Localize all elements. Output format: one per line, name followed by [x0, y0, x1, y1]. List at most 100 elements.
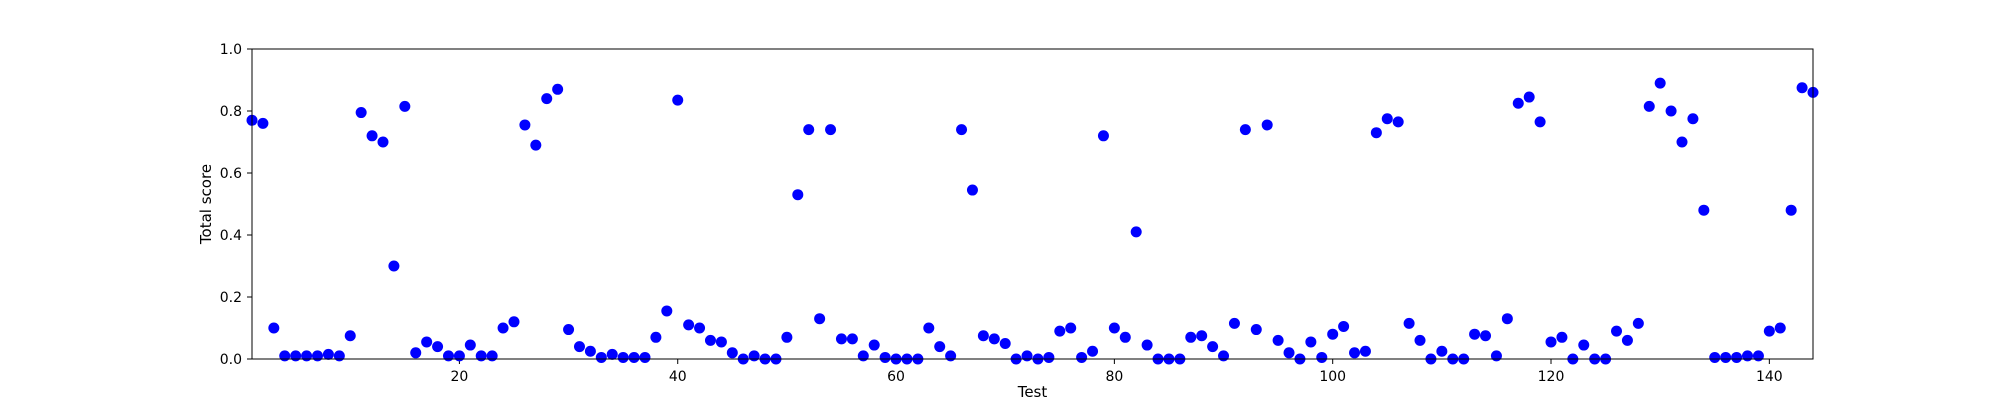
data-point [1512, 97, 1524, 109]
data-point [399, 100, 411, 112]
data-point [650, 331, 662, 343]
data-point [322, 348, 334, 360]
data-point [1731, 351, 1743, 363]
data-point [715, 336, 727, 348]
data-point [1021, 350, 1033, 362]
data-point [311, 350, 323, 362]
data-point [1349, 347, 1361, 359]
data-point [301, 350, 313, 362]
data-point [1392, 116, 1404, 128]
data-point [486, 350, 498, 362]
data-point [432, 341, 444, 353]
data-point [1272, 334, 1284, 346]
data-point [475, 350, 487, 362]
data-point [1261, 119, 1273, 131]
data-point [945, 350, 957, 362]
data-point [748, 350, 760, 362]
data-point [1436, 345, 1448, 357]
data-point [835, 333, 847, 345]
data-point [1720, 351, 1732, 363]
data-point [1130, 226, 1142, 238]
data-point [1097, 130, 1109, 142]
data-point [1338, 320, 1350, 332]
y-tick-label: 0.4 [220, 228, 242, 244]
data-point [1774, 322, 1786, 334]
data-point [988, 333, 1000, 345]
data-point [1228, 317, 1240, 329]
y-tick-label: 0.0 [220, 352, 242, 368]
data-point [1709, 351, 1721, 363]
data-point [1556, 331, 1568, 343]
data-point [1501, 313, 1513, 325]
data-point [1108, 322, 1120, 334]
data-point [606, 348, 618, 360]
data-point [781, 331, 793, 343]
data-point [1469, 328, 1481, 340]
data-point [1250, 324, 1262, 336]
data-point [268, 322, 280, 334]
data-point [1239, 124, 1251, 136]
data-point [388, 260, 400, 272]
data-point [1785, 204, 1797, 216]
data-point [1370, 127, 1382, 139]
data-point [1054, 325, 1066, 337]
data-point [410, 347, 422, 359]
data-point [1654, 77, 1666, 89]
data-point [442, 350, 454, 362]
data-point [1545, 336, 1557, 348]
data-point [1676, 136, 1688, 148]
data-point [1087, 345, 1099, 357]
y-tick-label: 0.6 [220, 166, 242, 182]
data-point [1403, 317, 1415, 329]
data-point [1043, 351, 1055, 363]
data-point [977, 330, 989, 342]
data-point [1218, 350, 1230, 362]
data-point [868, 339, 880, 351]
data-point [1327, 328, 1339, 340]
data-point [726, 347, 738, 359]
data-point [1359, 345, 1371, 357]
data-point [934, 341, 946, 353]
y-axis-label: Total score [197, 164, 215, 245]
data-point [683, 319, 695, 331]
data-point [617, 351, 629, 363]
data-point [541, 93, 553, 105]
data-point [792, 189, 804, 201]
data-point [814, 313, 826, 325]
points-layer [246, 77, 1819, 365]
y-tick-label: 0.8 [220, 104, 242, 120]
ticks-layer: 20 40 60 80 100 120 140 0.0 0.2 0.4 0.6 0.8 1.0 [220, 42, 1783, 385]
data-point [704, 334, 716, 346]
data-point [956, 124, 968, 136]
data-point [1665, 105, 1677, 117]
data-point [1305, 336, 1317, 348]
data-point [552, 83, 564, 95]
data-point [999, 338, 1011, 349]
x-axis-label: Test [1017, 383, 1048, 400]
data-point [1414, 334, 1426, 346]
data-point [857, 350, 869, 362]
data-point [639, 351, 651, 363]
data-point [595, 351, 607, 363]
data-point [923, 322, 935, 334]
data-point [279, 350, 291, 362]
data-point [1621, 334, 1633, 346]
data-point [1316, 351, 1328, 363]
data-point [1141, 339, 1153, 351]
data-point [1381, 113, 1393, 125]
data-point [355, 107, 367, 119]
data-point [1196, 330, 1208, 342]
data-point [584, 345, 596, 357]
data-point [519, 119, 531, 131]
data-point [1490, 350, 1502, 362]
data-point [563, 324, 575, 336]
data-point [1742, 350, 1754, 362]
x-tick-label: 80 [1105, 369, 1123, 385]
data-point [1119, 331, 1131, 343]
data-point [530, 139, 542, 151]
data-point [453, 350, 465, 362]
x-tick-label: 100 [1319, 369, 1346, 385]
data-point [879, 351, 891, 363]
data-point [421, 336, 433, 348]
data-point [1752, 350, 1764, 362]
